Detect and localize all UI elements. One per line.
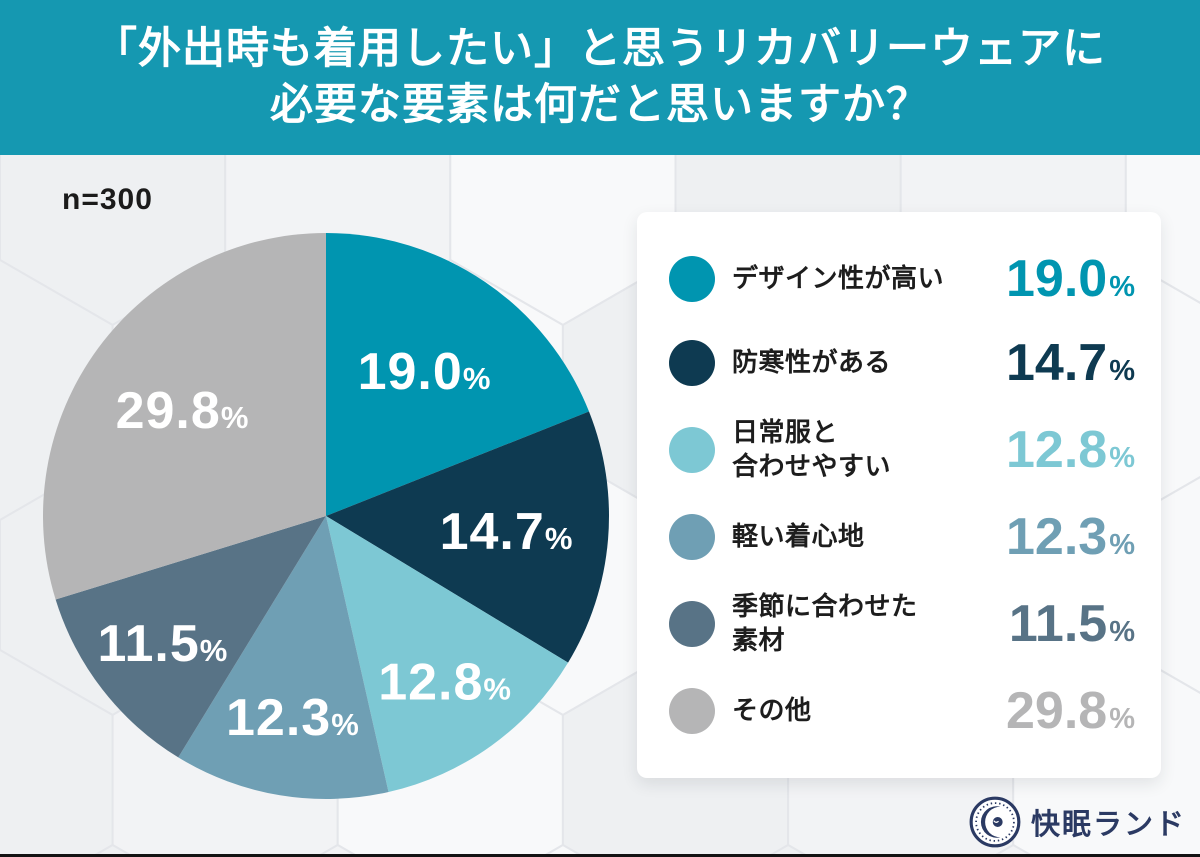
legend-item-label: 防寒性がある xyxy=(732,346,892,377)
pie-slice-value-label: 29.8% xyxy=(116,382,250,440)
legend-item-value: 14.7% xyxy=(1005,333,1135,392)
legend-item: デザイン性が高い 19.0% xyxy=(669,249,1135,309)
moon-badge-icon xyxy=(969,796,1021,848)
legend-item-value: 11.5% xyxy=(1008,594,1135,653)
page-title-line-1: 「外出時も着用したい」と思うリカバリーウェアに xyxy=(94,24,1106,73)
pie-chart-container: 19.0% 14.7% 12.8% 12.3% 11.5% 29.8% xyxy=(26,216,626,816)
legend-item: 季節に合わせた 素材 11.5% xyxy=(669,590,1135,658)
pie-slice-value-label: 19.0% xyxy=(358,343,492,401)
pie-slice-value-label: 12.8% xyxy=(378,653,512,711)
sample-size-label: n=300 xyxy=(62,183,153,216)
legend-item-value: 29.8% xyxy=(1005,681,1135,740)
legend-color-dot xyxy=(669,687,715,734)
legend-item: 防寒性がある 14.7% xyxy=(669,333,1135,393)
pie-slice xyxy=(326,233,589,516)
pie-slice-value-label: 12.3% xyxy=(226,689,360,747)
pie-slice-value-label: 14.7% xyxy=(440,503,574,561)
header-banner: 「外出時も着用したい」と思うリカバリーウェアに 必要な要素は何だと思いますか？ xyxy=(0,0,1200,155)
pie-chart: 19.0% 14.7% 12.8% 12.3% 11.5% 29.8% xyxy=(43,233,609,799)
legend-color-dot xyxy=(669,426,715,473)
legend-item-label: その他 xyxy=(732,694,812,725)
legend-item: 日常服と 合わせやすい 12.8% xyxy=(669,416,1135,484)
bottom-border xyxy=(0,854,1200,857)
legend-item: その他 29.8% xyxy=(669,681,1135,741)
legend-item-value: 12.3% xyxy=(1005,507,1135,566)
legend-color-dot xyxy=(669,256,715,303)
legend-color-dot xyxy=(669,513,715,560)
pie-slice-value-label: 11.5% xyxy=(97,615,228,673)
legend-card: デザイン性が高い 19.0% 防寒性がある 14.7% 日常服と 合わせやすい 12.8% 軽… xyxy=(637,212,1161,778)
brand-name: 快眠ランド xyxy=(1030,809,1186,841)
legend-color-dot xyxy=(669,339,715,386)
legend-item-label: 日常服と 合わせやすい xyxy=(732,416,892,481)
legend-item: 軽い着心地 12.3% xyxy=(669,507,1135,567)
pie-slice xyxy=(55,516,327,758)
legend-item-value: 12.8% xyxy=(1005,420,1135,479)
page-title-line-2: 必要な要素は何だと思いますか？ xyxy=(270,81,930,129)
legend-item-label: デザイン性が高い xyxy=(732,263,945,294)
pie-slice xyxy=(43,233,327,600)
pie-slice xyxy=(326,516,569,792)
legend-item-label: 軽い着心地 xyxy=(732,520,865,551)
pie-slice xyxy=(326,411,609,663)
pie-slice xyxy=(178,516,389,799)
legend-item-label: 季節に合わせた 素材 xyxy=(732,590,918,655)
legend-color-dot xyxy=(669,600,715,647)
brand-logo: 快眠ランド xyxy=(968,795,1186,849)
legend-item-value: 19.0% xyxy=(1005,250,1135,309)
